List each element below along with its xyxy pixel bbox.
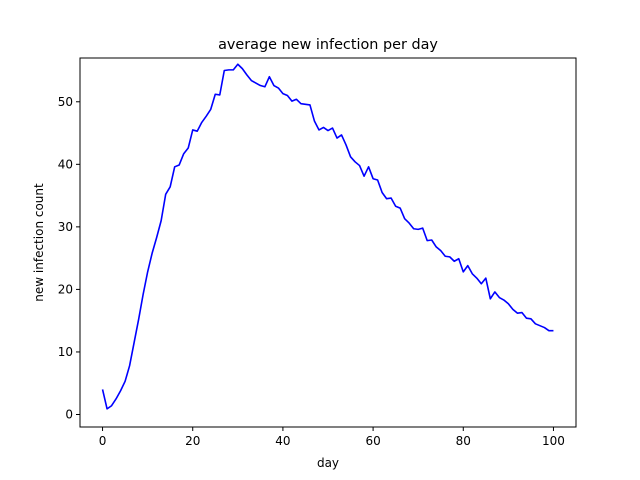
x-tick-label: 80	[456, 434, 471, 448]
y-tick-label: 40	[58, 157, 73, 171]
axes-frame	[79, 57, 577, 428]
x-axis-title: day	[317, 456, 339, 470]
x-tick-label: 60	[365, 434, 380, 448]
y-axis-title: new infection count	[32, 183, 46, 302]
x-tick-label: 40	[275, 434, 290, 448]
x-tick-label: 20	[185, 434, 200, 448]
chart-title: average new infection per day	[218, 37, 438, 53]
plot-area	[101, 63, 554, 410]
x-tick-label: 0	[99, 434, 107, 448]
y-tick-label: 20	[58, 282, 73, 296]
y-tick-label: 50	[58, 95, 73, 109]
x-tick-label: 100	[542, 434, 565, 448]
y-tick-label: 30	[58, 220, 73, 234]
series-line	[101, 63, 554, 410]
y-tick-label: 0	[65, 407, 73, 421]
y-tick-label: 10	[58, 345, 73, 359]
axis-ticks: 0 20 40 60 80 100 0 10 20 30 40 50	[58, 95, 565, 448]
